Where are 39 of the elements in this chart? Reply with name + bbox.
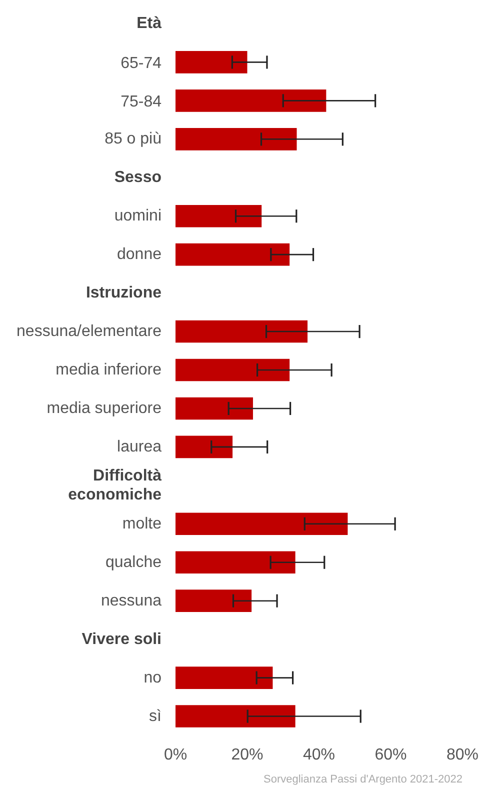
y-tick-label: nessuna/elementare: [16, 323, 162, 340]
y-tick-label: Età: [136, 15, 162, 32]
y-tick-label: Vivere soli: [82, 630, 162, 648]
y-tick-label: media superiore: [46, 400, 162, 417]
y-tick-label: Istruzione: [86, 284, 162, 302]
y-tick-label: 85 o più: [104, 130, 162, 148]
y-tick-label: media inferiore: [56, 362, 162, 378]
y-tick-label: molte: [122, 515, 162, 532]
y-tick-label: laurea: [117, 438, 162, 456]
y-tick-label: Sesso: [114, 169, 162, 186]
y-tick-label: 65-74: [120, 55, 162, 72]
bar: [176, 128, 297, 150]
y-tick-label: no: [144, 669, 162, 686]
bar: [176, 90, 326, 112]
bar: [176, 320, 308, 343]
bar: [176, 358, 290, 382]
bar: [176, 204, 262, 228]
bar: [176, 512, 348, 536]
bar: [176, 551, 296, 574]
bar: [176, 51, 248, 74]
y-tick-label: qualche: [105, 554, 162, 571]
y-tick-label: 75-84: [120, 94, 162, 111]
bar: [176, 705, 296, 728]
bar: [176, 397, 253, 420]
x-tick-label: 20%: [231, 746, 264, 764]
bar: [176, 243, 290, 266]
bar: [176, 666, 273, 689]
text: Sorveglianza Passi d'Argento 2021-2022: [263, 774, 463, 786]
bar: [176, 436, 233, 458]
y-tick-label: sì: [149, 708, 162, 725]
x-tick-label: 60%: [374, 746, 407, 764]
x-tick-label: 40%: [302, 746, 336, 764]
y-tick-label: nessuna: [101, 592, 162, 610]
y-tick-label: uomini: [114, 208, 162, 225]
y-tick-label: Difficoltà economiche: [68, 468, 162, 504]
bar: [176, 590, 252, 612]
y-tick-label: donne: [117, 246, 162, 264]
x-tick-label: 80%: [446, 746, 479, 764]
x-tick-label: 0%: [164, 746, 188, 764]
